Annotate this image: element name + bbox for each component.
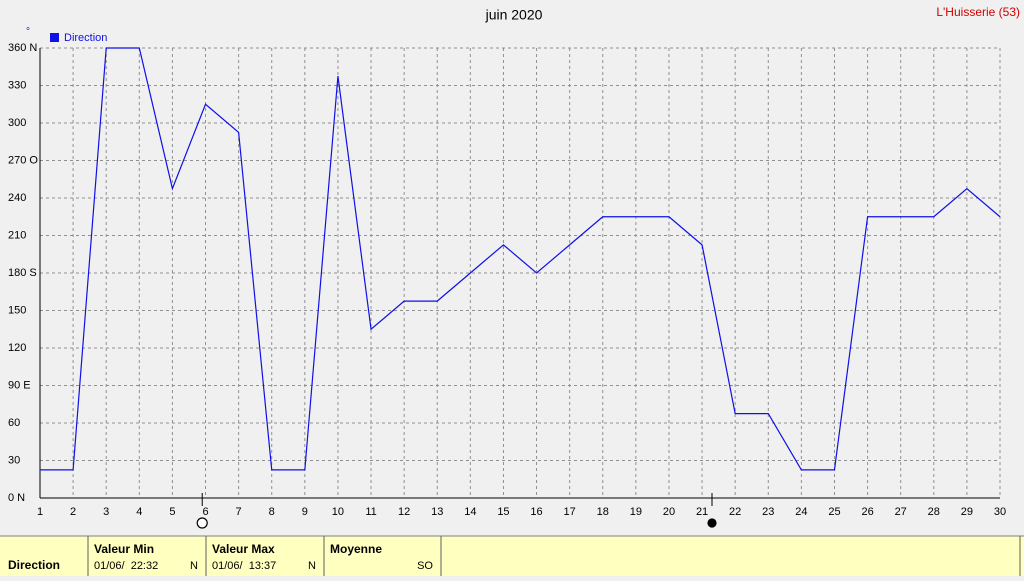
x-tick-label: 24 xyxy=(795,506,807,518)
y-tick-label: 210 xyxy=(8,229,26,241)
y-tick-label: 180 S xyxy=(8,267,37,279)
y-tick-label: 60 xyxy=(8,417,20,429)
x-tick-label: 3 xyxy=(103,506,109,518)
x-tick-label: 4 xyxy=(136,506,142,518)
x-tick-label: 2 xyxy=(70,506,76,518)
moon-marker xyxy=(707,518,717,528)
x-tick-label: 9 xyxy=(302,506,308,518)
y-tick-label: 240 xyxy=(8,192,26,204)
x-tick-label: 18 xyxy=(597,506,609,518)
legend-label: Direction xyxy=(64,32,107,44)
y-tick-label: 270 O xyxy=(8,154,38,166)
x-tick-label: 25 xyxy=(828,506,840,518)
x-tick-label: 16 xyxy=(530,506,542,518)
x-tick-label: 27 xyxy=(895,506,907,518)
x-tick-label: 8 xyxy=(269,506,275,518)
x-tick-label: 26 xyxy=(861,506,873,518)
x-tick-label: 30 xyxy=(994,506,1006,518)
y-tick-label: 330 xyxy=(8,79,26,91)
summary-background xyxy=(0,536,1024,576)
moon-marker xyxy=(196,517,208,529)
x-tick-label: 15 xyxy=(497,506,509,518)
y-tick-label: 120 xyxy=(8,342,26,354)
y-tick-label: 300 xyxy=(8,117,26,129)
x-tick-label: 12 xyxy=(398,506,410,518)
x-tick-label: 19 xyxy=(630,506,642,518)
x-tick-label: 17 xyxy=(564,506,576,518)
x-tick-label: 13 xyxy=(431,506,443,518)
x-tick-label: 6 xyxy=(202,506,208,518)
summary-direction: SO xyxy=(417,560,433,572)
x-tick-label: 20 xyxy=(663,506,675,518)
legend-swatch xyxy=(50,33,59,42)
y-tick-label: 30 xyxy=(8,454,20,466)
x-tick-label: 22 xyxy=(729,506,741,518)
x-tick-label: 23 xyxy=(762,506,774,518)
summary-header: Valeur Min xyxy=(94,542,154,556)
summary-header: Moyenne xyxy=(330,542,382,556)
y-tick-label: 150 xyxy=(8,304,26,316)
series-line xyxy=(40,47,1001,471)
x-tick-label: 1 xyxy=(37,506,43,518)
y-unit: ° xyxy=(26,27,30,38)
summary-row-label: Direction xyxy=(8,558,60,572)
y-tick-label: 90 E xyxy=(8,379,31,391)
x-tick-label: 5 xyxy=(169,506,175,518)
y-tick-label: 360 N xyxy=(8,42,37,54)
x-tick-label: 21 xyxy=(696,506,708,518)
x-tick-label: 7 xyxy=(236,506,242,518)
summary-direction: N xyxy=(308,560,316,572)
x-tick-label: 14 xyxy=(464,506,476,518)
station-name: L'Huisserie (53) xyxy=(936,5,1020,19)
x-tick-label: 10 xyxy=(332,506,344,518)
x-tick-label: 28 xyxy=(928,506,940,518)
chart-title: juin 2020 xyxy=(485,7,543,23)
summary-date: 01/06/ 22:32 xyxy=(94,560,158,572)
x-tick-label: 11 xyxy=(365,506,376,518)
summary-header: Valeur Max xyxy=(212,542,275,556)
summary-direction: N xyxy=(190,560,198,572)
y-tick-label: 0 N xyxy=(8,492,25,504)
summary-date: 01/06/ 13:37 xyxy=(212,560,276,572)
x-tick-label: 29 xyxy=(961,506,973,518)
